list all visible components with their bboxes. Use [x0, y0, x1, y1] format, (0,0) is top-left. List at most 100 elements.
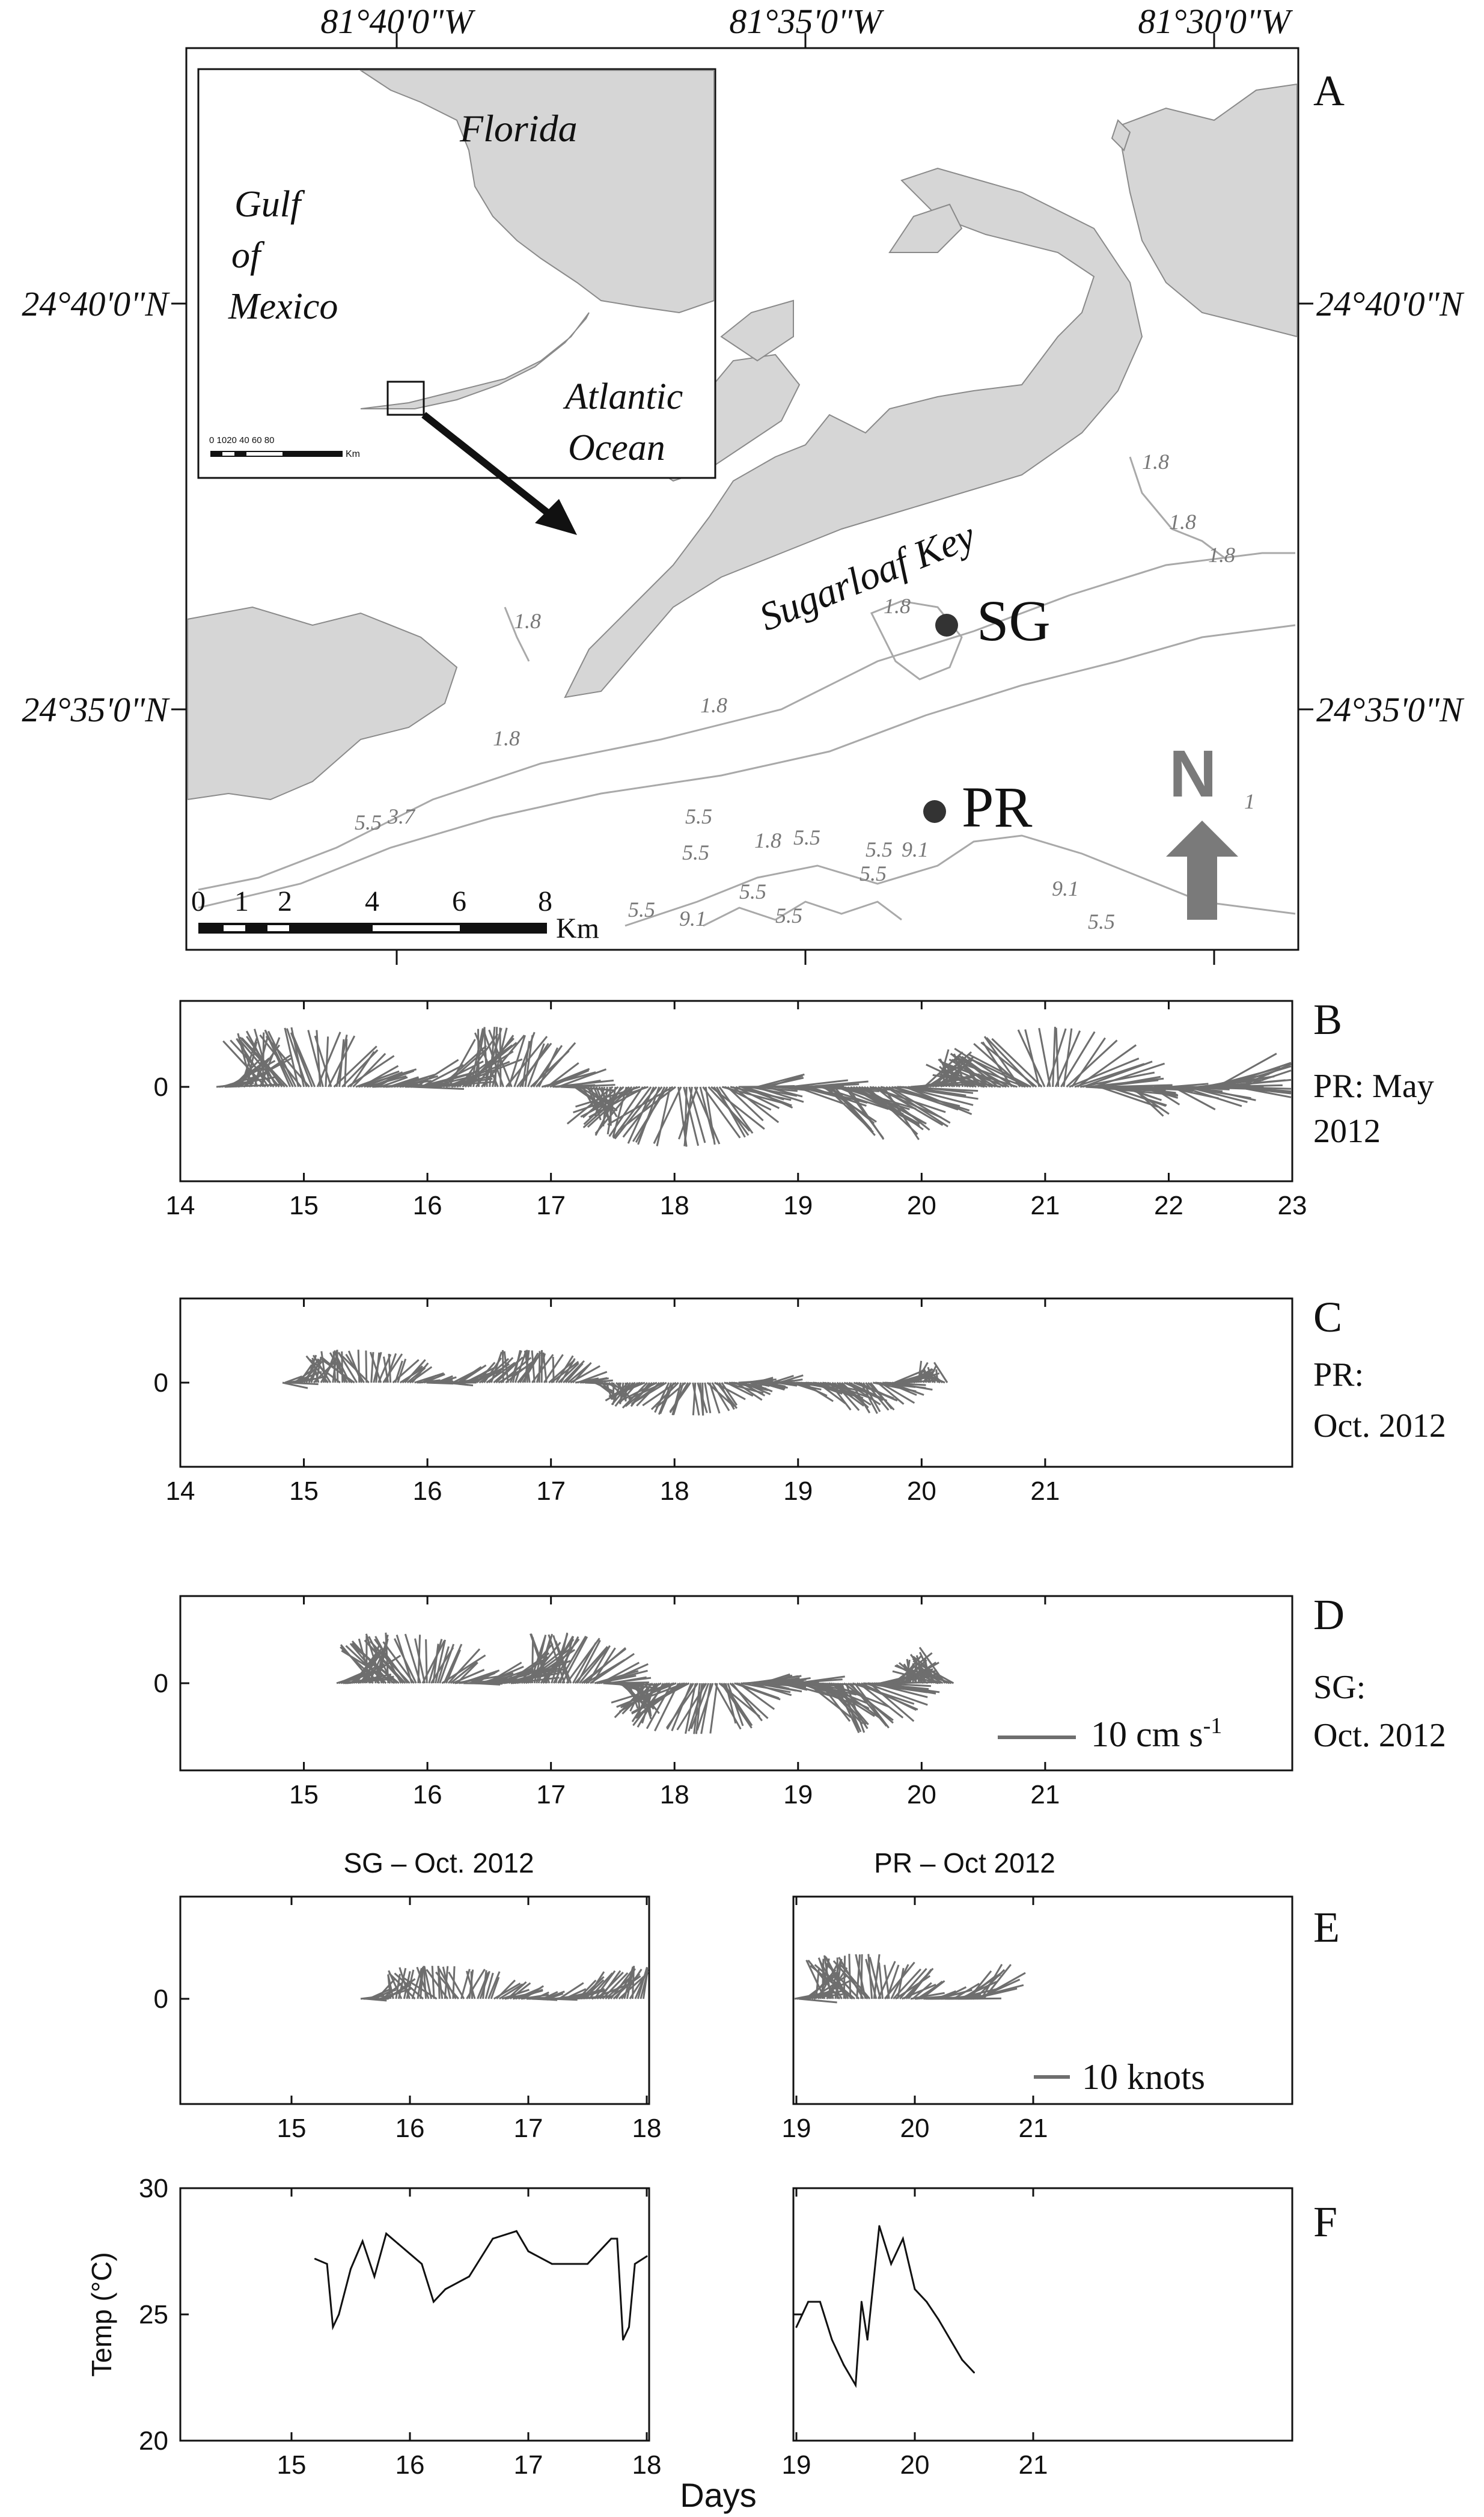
vector-stick	[626, 1966, 635, 1999]
vector-stick	[445, 1649, 462, 1684]
contour-line	[870, 600, 963, 680]
vector-stick	[1236, 1086, 1292, 1098]
vector-stick	[577, 1371, 608, 1384]
vector-stick	[802, 1381, 834, 1402]
temp-point	[314, 2258, 316, 2260]
vector-stick	[290, 1032, 313, 1087]
inset-atlantic-label-2: Ocean	[568, 427, 665, 468]
vector-stick	[711, 1382, 730, 1411]
panel-f: 15 16 17 18 19 20 21 30 25 20 Temp (°C) Days F	[86, 2174, 1337, 2514]
vector-stick	[600, 1662, 640, 1684]
vector-stick	[637, 1966, 648, 1999]
vector-stick	[653, 1086, 682, 1144]
vector-stick	[764, 1682, 790, 1690]
vector-stick	[796, 1675, 845, 1684]
scale-tick-label: 1	[234, 885, 249, 917]
vector-stick	[607, 1086, 674, 1126]
vector-stick	[628, 1381, 665, 1400]
x-tick-label: 17	[536, 1780, 566, 1809]
vector-stick	[869, 1957, 882, 1999]
x-tick-label: 20	[907, 1191, 936, 1220]
vector-stick	[501, 1350, 504, 1383]
temp-point	[373, 2275, 376, 2278]
vector-stick	[642, 1967, 649, 1999]
vector-stick	[623, 1966, 634, 1999]
vector-stick	[376, 1977, 396, 2000]
vector-stick	[397, 1359, 407, 1383]
contour-line	[504, 607, 530, 662]
vector-stick	[424, 1373, 445, 1384]
vector-stick	[832, 1960, 869, 2000]
temp-point	[902, 2237, 904, 2240]
vector-stick	[715, 1086, 746, 1138]
vector-stick	[298, 1364, 313, 1383]
vector-stick	[530, 1633, 551, 1684]
vector-stick	[838, 1962, 871, 1999]
vector-stick	[834, 1382, 860, 1411]
x-tick-label: 19	[782, 2114, 811, 2143]
vector-stick	[890, 1964, 909, 1999]
scale-unit-label: Km	[556, 913, 599, 944]
vector-stick	[611, 1676, 647, 1684]
vector-stick	[850, 1382, 871, 1414]
vector-stick	[1180, 1086, 1242, 1107]
vector-stick	[531, 1350, 536, 1383]
vector-stick	[388, 1353, 392, 1383]
temp-point	[843, 2364, 845, 2366]
panel-d-x-ticks: 15 16 17 18 19 20 21	[289, 1596, 1060, 1809]
contour-label: 9.1	[1052, 876, 1079, 901]
vector-stick	[480, 1035, 525, 1087]
vector-stick	[725, 1381, 754, 1397]
vector-stick	[237, 1033, 253, 1087]
vector-stick	[926, 1374, 945, 1384]
land-west	[187, 606, 458, 801]
vector-stick	[882, 1682, 936, 1693]
x-tick-label: 21	[1030, 1476, 1060, 1506]
vector-stick	[414, 1638, 426, 1684]
x-tick-label: 16	[395, 2114, 425, 2143]
vector-stick	[490, 1977, 500, 1999]
station-pr-label: PR	[962, 775, 1032, 839]
inset-locator-box	[386, 381, 425, 416]
vector-stick	[807, 1682, 852, 1719]
vector-stick	[1102, 1075, 1161, 1088]
contour-label: 5.5	[775, 904, 802, 928]
contour-line	[1129, 456, 1227, 560]
zero-label: 0	[154, 1669, 168, 1698]
temp-point	[338, 2313, 340, 2316]
vector-stick	[1194, 1086, 1256, 1101]
vector-stick	[477, 1029, 480, 1087]
vector-stick	[968, 1054, 1031, 1088]
x-tick-label: 15	[277, 2450, 307, 2480]
contour-line	[198, 552, 1295, 891]
vector-stick	[650, 1381, 679, 1410]
vector-stick	[538, 1351, 541, 1383]
temp-point	[926, 2301, 928, 2303]
contour-label: 1	[1244, 789, 1255, 813]
panel-d-legend-label: 10 cm s-1	[1091, 1713, 1222, 1754]
vector-stick	[1093, 1062, 1165, 1088]
vector-stick	[1063, 1028, 1073, 1087]
inset-gulf-label-2: of	[231, 235, 265, 276]
vector-stick	[1038, 1027, 1051, 1087]
temp-point	[326, 2263, 328, 2265]
vector-stick	[580, 1086, 638, 1118]
vector-stick	[375, 1352, 380, 1383]
vector-stick	[289, 1381, 319, 1386]
vector-stick	[853, 1683, 890, 1729]
vector-stick	[805, 1959, 826, 1999]
vector-stick	[932, 1074, 1001, 1088]
vector-stick	[230, 1039, 275, 1088]
vector-stick	[847, 1086, 885, 1140]
temp-point	[332, 2326, 334, 2328]
vector-stick	[465, 1971, 476, 1999]
vector-stick	[908, 1086, 966, 1096]
vector-stick	[690, 1683, 710, 1729]
contour-label: 1.8	[1208, 543, 1235, 567]
x-tick-label: 16	[395, 2450, 425, 2480]
vector-stick	[899, 1968, 927, 1999]
vector-stick	[599, 1970, 621, 1999]
vector-stick	[524, 1350, 531, 1383]
vector-stick	[829, 1382, 852, 1411]
